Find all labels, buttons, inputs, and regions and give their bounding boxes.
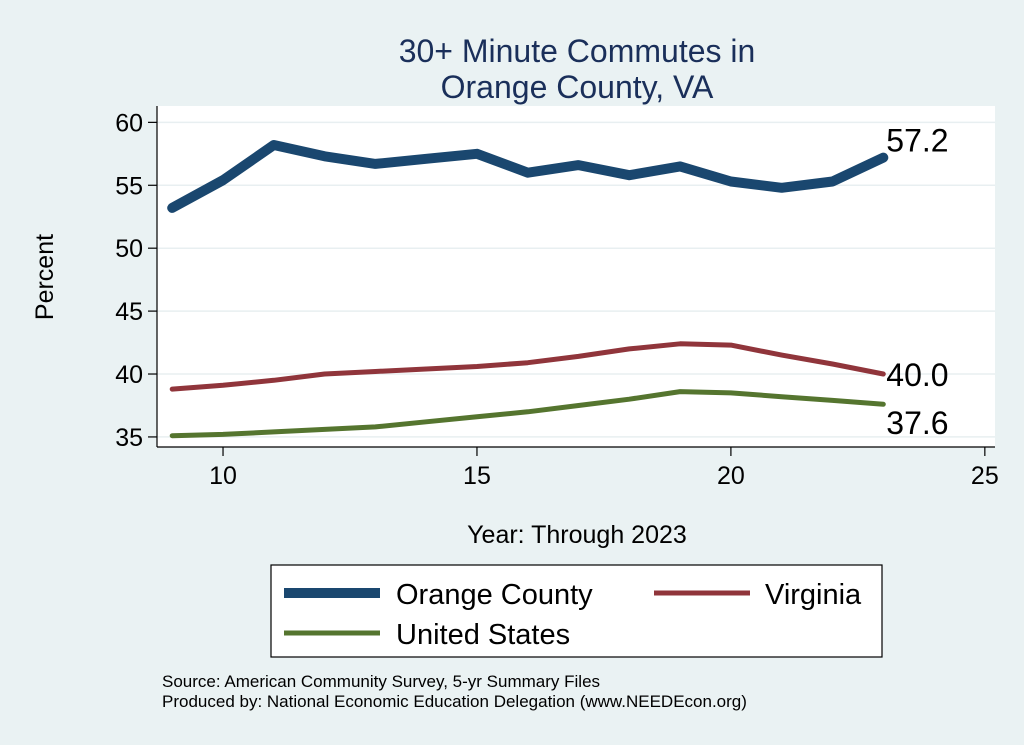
legend-box <box>270 564 883 658</box>
y-tick-label-55: 55 <box>115 172 143 200</box>
plot-area <box>157 106 995 447</box>
x-ticks: 10 15 20 25 <box>209 447 999 490</box>
x-tick-label-10: 10 <box>209 462 237 490</box>
x-axis-title: Year: Through 2023 <box>467 521 687 549</box>
produced-note: Produced by: National Economic Education… <box>162 692 747 711</box>
x-tick-label-15: 15 <box>463 462 491 490</box>
y-ticks: 35 40 45 50 55 60 <box>115 109 157 452</box>
series-line-orange-county <box>167 140 889 213</box>
y-tick-label-60: 60 <box>115 109 143 137</box>
legend-label-orange-county: Orange County <box>396 579 593 611</box>
chart-title-line-2: Orange County, VA <box>441 69 714 105</box>
end-label-virginia: 40.0 <box>886 357 948 393</box>
y-tick-label-40: 40 <box>115 361 143 389</box>
y-tick-label-35: 35 <box>115 424 143 452</box>
series-line-virginia <box>169 341 886 392</box>
grid <box>157 121 995 438</box>
x-tick-label-25: 25 <box>971 462 999 490</box>
series-group: 57.2 40.0 37.6 <box>167 123 949 441</box>
end-label-united-states: 37.6 <box>886 405 948 441</box>
y-axis-title: Percent <box>31 234 59 320</box>
x-tick-label-20: 20 <box>717 462 745 490</box>
series-line-united-states <box>169 389 886 439</box>
y-tick-label-45: 45 <box>115 298 143 326</box>
y-tick-label-50: 50 <box>115 235 143 263</box>
chart-title-line-1: 30+ Minute Commutes in <box>399 33 756 69</box>
end-label-orange-county: 57.2 <box>886 123 948 159</box>
source-note: Source: American Community Survey, 5-yr … <box>162 672 600 691</box>
legend-label-virginia: Virginia <box>765 579 862 611</box>
legend-label-united-states: United States <box>396 619 570 651</box>
